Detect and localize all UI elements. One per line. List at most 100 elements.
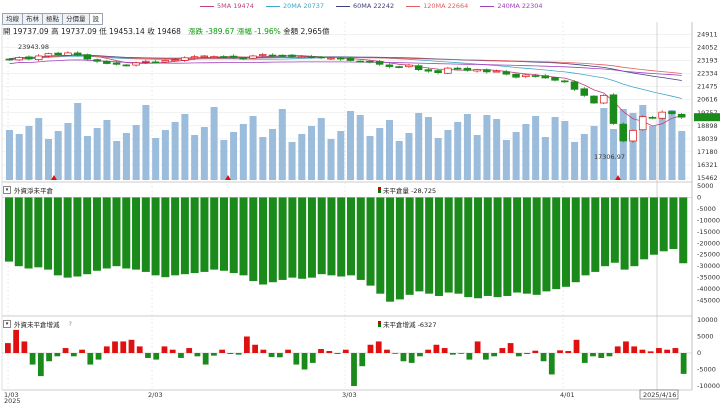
volume-bar: [347, 111, 355, 180]
volume-bar: [532, 116, 540, 180]
volume-bar: [502, 140, 510, 180]
net-oi-bar: [83, 197, 92, 275]
oi-change-bar: [161, 346, 168, 353]
net-oi-bar: [63, 197, 72, 278]
net-oi-bar: [434, 197, 443, 296]
volume-bar: [639, 105, 647, 180]
net-oi-bar: [141, 197, 150, 272]
net-oi-bar: [640, 197, 649, 260]
candle-body: [161, 60, 170, 63]
oi-change-bar: [590, 353, 596, 357]
collapse-icon[interactable]: ▾: [3, 320, 11, 328]
net-oi-bar: [483, 197, 492, 296]
net-oi-bar: [239, 197, 248, 276]
y-tick-label: -20000: [697, 239, 720, 247]
net-oi-bar: [219, 197, 228, 271]
panel2-name: 外資淨未平倉: [14, 187, 53, 195]
change-value: 漲跌 -389.67: [188, 27, 235, 36]
oi-change-bar: [639, 349, 646, 353]
oi-change-bar: [103, 346, 110, 353]
oi-change-bar: [466, 353, 473, 360]
open-value: 開 19737.09: [3, 27, 49, 36]
candle-body: [83, 54, 92, 60]
net-oi-bar: [669, 197, 678, 249]
net-oi-bar: [44, 197, 53, 270]
volume-bar: [658, 118, 666, 180]
tab-extremes[interactable]: 極點: [42, 13, 62, 25]
oi-change-bar: [46, 353, 52, 362]
candle-body: [590, 95, 598, 104]
volume-bar: [580, 134, 588, 180]
net-oi-bar: [503, 197, 512, 296]
volume-bar: [561, 121, 569, 180]
tab-settings[interactable]: 設: [88, 13, 103, 25]
oi-change-bar: [293, 353, 300, 365]
panel3-value-text: 未平倉增減 -6327: [383, 321, 437, 329]
candle-body: [395, 66, 403, 68]
candle-body: [122, 64, 131, 67]
candle-body: [190, 56, 199, 59]
candle-body: [599, 95, 608, 104]
net-oi-bar: [542, 197, 551, 292]
volume-bar: [551, 117, 559, 180]
oi-change-bar: [392, 353, 399, 354]
volume-bar: [395, 141, 403, 180]
amount-value: 金額 2,965億: [283, 27, 330, 36]
volume-bar: [278, 109, 286, 180]
oi-change-bar: [268, 353, 275, 357]
help-icon[interactable]: ?: [68, 320, 72, 328]
ma-legend-label: 120MA 22664: [423, 2, 469, 10]
oi-change-bar: [301, 353, 308, 370]
volume-bar: [171, 122, 179, 180]
candle-body: [268, 54, 277, 57]
volume-bar: [298, 134, 306, 180]
panel2-value-text: 未平倉量 -28,725: [383, 187, 437, 195]
candle-body: [463, 67, 472, 71]
oi-change-bar: [425, 349, 432, 353]
candle-body: [366, 60, 374, 63]
candle-body: [405, 64, 413, 68]
tab-moving-average[interactable]: 均線: [2, 13, 22, 25]
oi-change-bar: [656, 348, 662, 353]
volume-bar: [132, 125, 140, 180]
oi-change-bar: [95, 353, 102, 360]
low-value: 低 19453.14: [99, 27, 145, 36]
oi-change-bar: [186, 348, 193, 353]
tab-bollinger[interactable]: 布林: [22, 13, 42, 25]
oi-change-bar: [367, 344, 374, 353]
y-tick-label: -5000: [697, 205, 716, 213]
volume-bar: [44, 139, 52, 180]
candle-body: [560, 80, 569, 83]
volume-bar: [629, 113, 637, 180]
net-oi-bar: [73, 197, 82, 277]
x-tick-label: 2025: [4, 397, 21, 404]
candle-body: [609, 94, 618, 124]
tab-volume-profile[interactable]: 分價量: [62, 13, 89, 25]
oi-change-bar: [614, 346, 621, 353]
volume-bar: [142, 105, 150, 180]
oi-change-bar: [5, 343, 11, 353]
volume-bar: [463, 114, 471, 180]
net-oi-bar: [102, 197, 111, 269]
candle-body: [531, 75, 540, 77]
volume-bar: [6, 130, 14, 180]
chart-toolbar: 5MA 19474 20MA 20737 60MA 22242 120MA 22664…: [0, 0, 720, 25]
collapse-icon[interactable]: ▾: [3, 186, 11, 194]
volume-bar: [424, 117, 432, 180]
date-cursor-box: [639, 389, 679, 400]
net-oi-bar: [474, 197, 483, 299]
y-tick-label: 0: [697, 193, 701, 201]
ma-series-line: [9, 54, 682, 127]
net-oi-bar: [327, 197, 336, 276]
volume-bar: [220, 140, 228, 180]
y-tick-label: 21475: [697, 83, 718, 91]
oi-change-bar: [400, 353, 407, 362]
date-cursor-label: 2025/4/16: [643, 391, 676, 399]
y-tick-label: -15000: [697, 228, 720, 236]
bar-legend-icon: [378, 321, 381, 327]
volume-bar: [191, 135, 199, 180]
candle-body: [356, 60, 364, 63]
candle-body: [638, 116, 647, 131]
oi-change-bar: [37, 353, 44, 377]
